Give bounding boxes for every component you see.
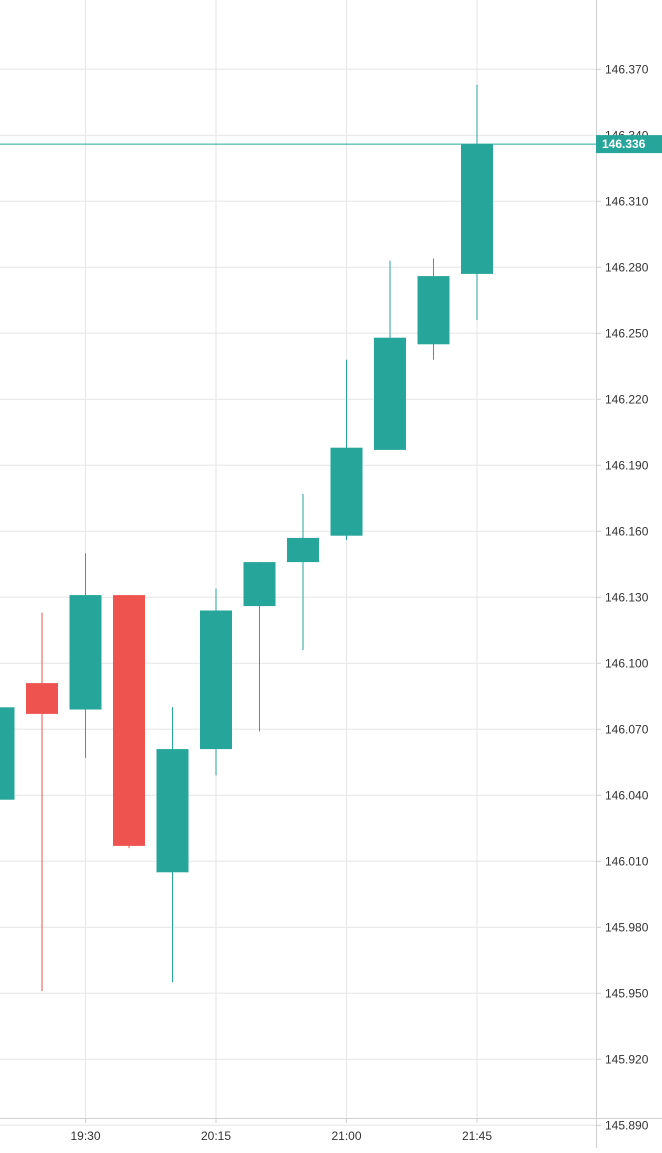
candle-body (156, 749, 189, 873)
price-tick-label: 146.220 (605, 392, 649, 406)
price-tick-label: 146.280 (605, 260, 649, 274)
price-tick-label: 146.070 (605, 722, 649, 736)
candle-body (330, 447, 363, 536)
bearish-candle (113, 595, 145, 849)
price-tick-label: 146.190 (605, 458, 649, 472)
candle-body (461, 144, 493, 274)
candle-body (113, 595, 145, 846)
bullish-candle (417, 258, 450, 360)
bullish-candle (243, 562, 276, 732)
time-tick-label: 19:30 (70, 1129, 100, 1143)
price-tick-label: 145.980 (605, 920, 649, 934)
candle-body (0, 707, 15, 800)
bullish-candle (287, 493, 319, 651)
time-axis[interactable]: 19:30 20:15 21:00 21:45 (0, 1118, 662, 1143)
price-tick-label: 145.920 (605, 1052, 649, 1066)
price-tick-label: 146.160 (605, 524, 649, 538)
bearish-candle (26, 612, 58, 992)
price-tick-label: 145.950 (605, 986, 649, 1000)
candle-body (374, 337, 406, 450)
current-price-label: 146.336 (602, 137, 646, 151)
price-axis[interactable]: 146.370146.340146.310146.280146.250146.2… (596, 0, 649, 1148)
price-tick-label: 146.310 (605, 194, 649, 208)
candle-body (69, 595, 102, 710)
bullish-candle (156, 707, 189, 983)
time-tick-label: 20:15 (201, 1129, 231, 1143)
time-tick-label: 21:00 (331, 1129, 361, 1143)
current-price-indicator: 146.336 (0, 135, 662, 154)
bullish-candle (69, 553, 102, 758)
candle-body (243, 562, 276, 607)
candle-body (417, 276, 450, 345)
candle-body (287, 537, 319, 563)
bullish-candle (330, 359, 363, 541)
price-tick-label: 146.250 (605, 326, 649, 340)
time-tick-label: 21:45 (462, 1129, 492, 1143)
bullish-candle (200, 588, 232, 776)
price-tick-label: 146.370 (605, 62, 649, 76)
price-tick-label: 146.100 (605, 656, 649, 670)
price-tick-label: 146.040 (605, 788, 649, 802)
bullish-candle (374, 260, 406, 450)
current-price-tag (596, 135, 662, 154)
candle-body (26, 683, 58, 714)
bullish-candle (0, 707, 15, 800)
candle-body (200, 610, 232, 750)
candles (0, 84, 493, 992)
price-tick-label: 146.010 (605, 854, 649, 868)
price-tick-label: 146.130 (605, 590, 649, 604)
grid-lines (0, 0, 596, 1126)
bullish-candle (461, 84, 493, 321)
price-tick-label: 145.890 (605, 1118, 649, 1132)
